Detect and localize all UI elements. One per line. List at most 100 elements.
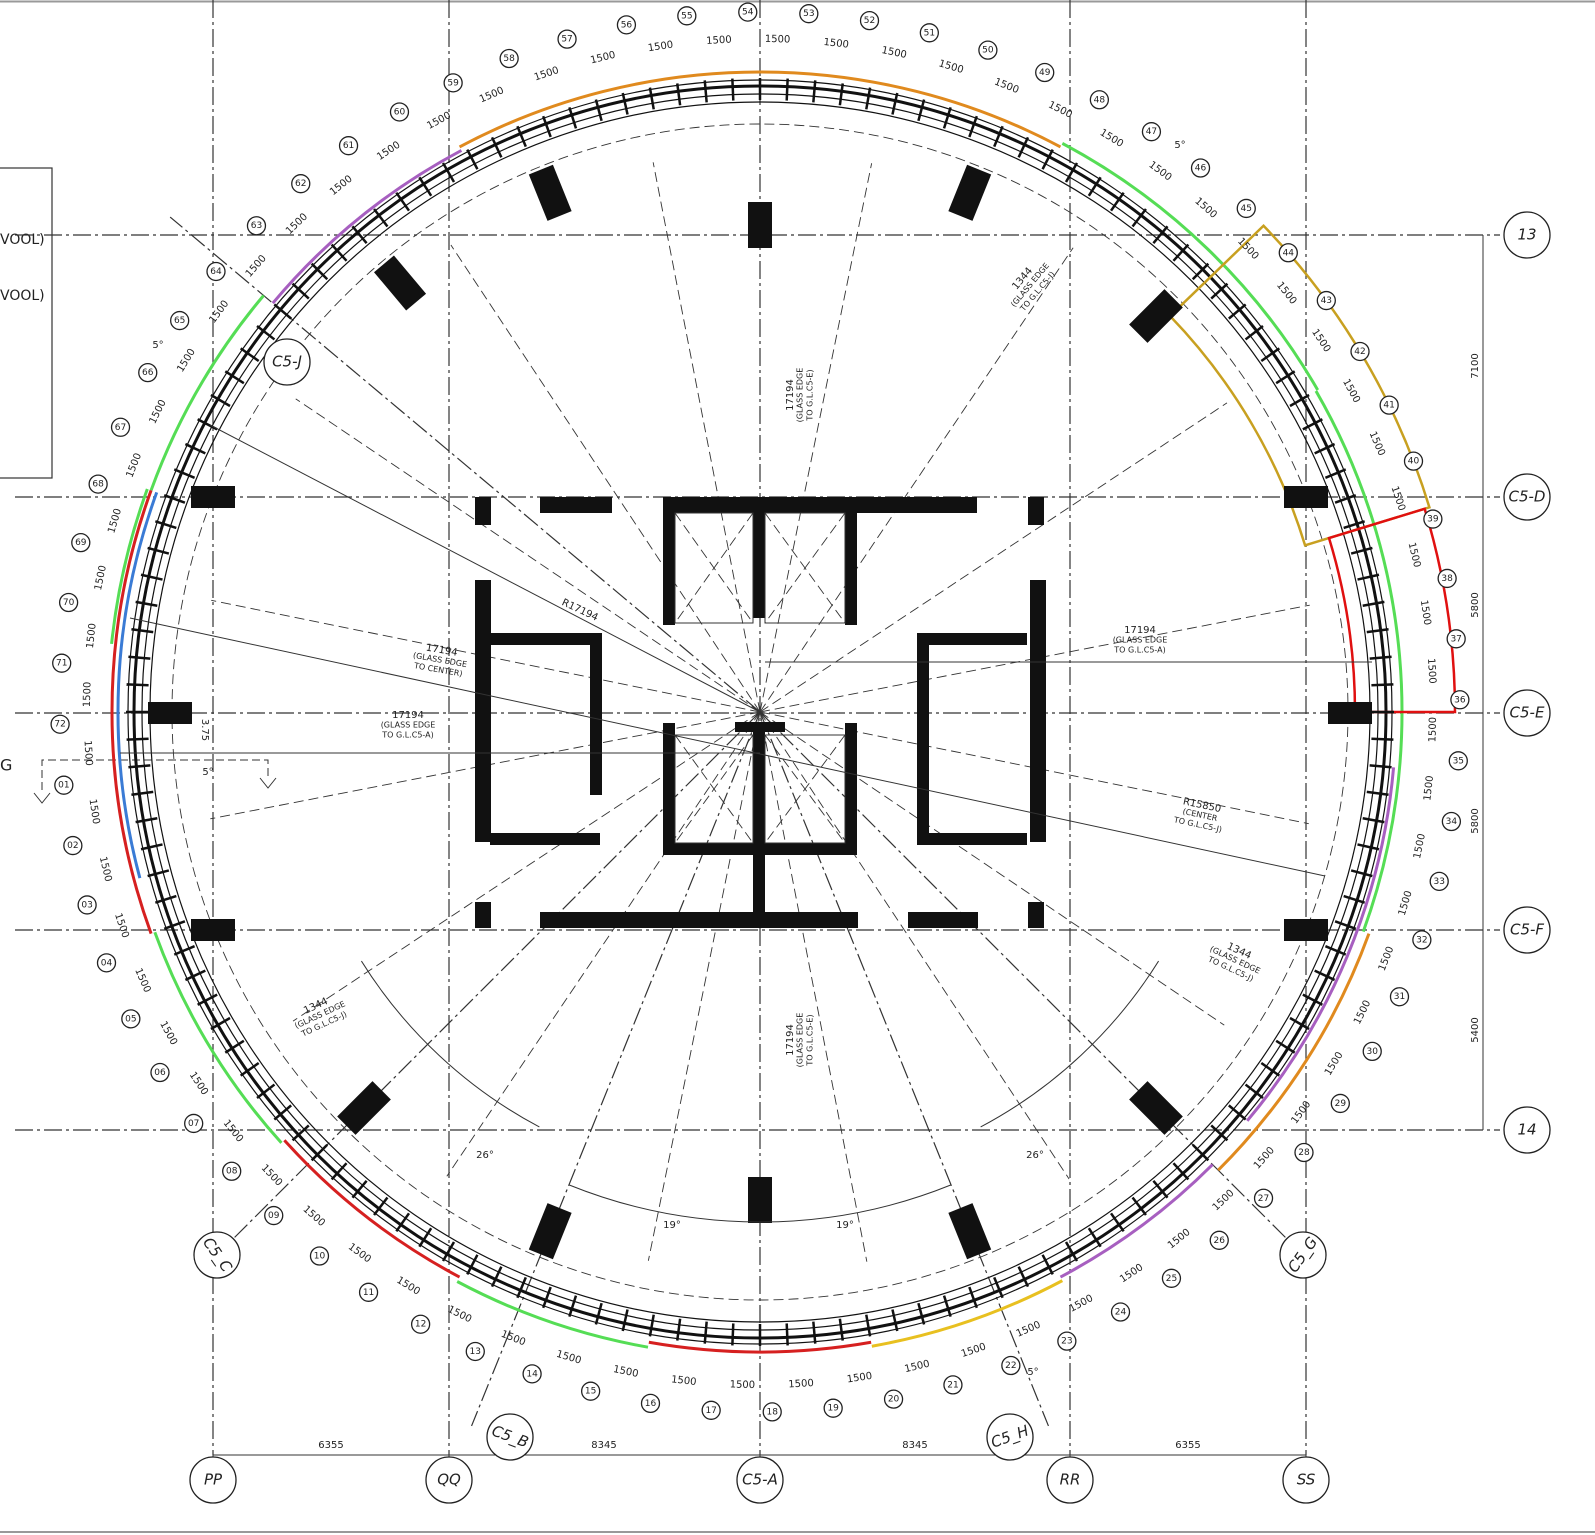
column (748, 202, 772, 248)
column (191, 486, 235, 508)
mullion (1350, 869, 1373, 878)
panel-number: 11 (363, 1288, 374, 1298)
mullion (1064, 162, 1079, 183)
panel-number: 28 (1298, 1148, 1310, 1158)
core-wall (917, 633, 1027, 645)
panel-number: 15 (585, 1387, 596, 1397)
mullion (516, 1276, 527, 1299)
column (948, 164, 992, 221)
mullion (373, 1196, 389, 1216)
panel-width: 1500 (1425, 658, 1438, 684)
mullion (140, 573, 163, 581)
mullion (147, 869, 170, 878)
mullion (993, 125, 1004, 148)
grid-label: C5-F (1510, 921, 1544, 939)
lift-shaft (674, 734, 754, 844)
panel-number: 33 (1433, 877, 1444, 887)
mullion (441, 1241, 456, 1262)
mullion (131, 790, 154, 796)
panel-width: 1500 (706, 34, 732, 47)
column (1284, 919, 1328, 941)
panel-number: 71 (56, 659, 67, 669)
mullion (1152, 1180, 1169, 1199)
panel-number: 42 (1354, 347, 1365, 357)
panel-bubble (71, 533, 91, 553)
panel-width: 1500 (81, 740, 94, 766)
panel-number: 30 (1367, 1047, 1379, 1057)
mullion (256, 1083, 276, 1099)
dimension: 8345 (902, 1440, 927, 1451)
panel-width: 1500 (328, 173, 355, 197)
mullion (291, 282, 310, 300)
grid-label: C5-A (742, 1471, 778, 1489)
lift-shaft (764, 734, 846, 844)
core-wall (665, 497, 977, 513)
mullion (1110, 1212, 1125, 1233)
panel-bubble (63, 835, 83, 856)
panel-width: 1500 (1412, 833, 1428, 860)
column (528, 164, 572, 221)
panel-bubble (1403, 451, 1424, 471)
column (1129, 1081, 1183, 1135)
panel-bubble (96, 953, 117, 973)
mullion (1334, 920, 1357, 931)
panel-number: 31 (1394, 992, 1405, 1002)
annotation: 17194 (1124, 625, 1156, 636)
mullion (197, 993, 218, 1006)
panel-width: 1500 (1098, 127, 1125, 150)
annotation: TO G.L.C5-A) (1113, 646, 1165, 655)
mullion (1343, 520, 1366, 530)
mullion (1275, 1039, 1296, 1054)
mullion (1362, 600, 1385, 607)
panel-number: 49 (1039, 68, 1051, 78)
panel-number: 56 (621, 20, 633, 30)
panel-number: 36 (1454, 695, 1466, 705)
core-wall (540, 912, 858, 928)
mullion (147, 546, 170, 555)
panel-number: 67 (115, 423, 126, 433)
panel-bubble (291, 174, 311, 194)
section-mark: G (0, 756, 12, 775)
core-wall (663, 723, 675, 853)
radial-line (759, 402, 1228, 713)
panel-number: 32 (1416, 935, 1427, 945)
mullion (942, 106, 952, 129)
panel-bubble (640, 1393, 661, 1414)
panel-bubble (522, 1364, 542, 1384)
panel-number: 70 (63, 598, 75, 608)
panel-number: 02 (67, 841, 78, 851)
angle-label: 5° (152, 340, 163, 351)
grid-bubble (1503, 211, 1551, 259)
lift-shaft (764, 512, 846, 624)
panel-number: 07 (188, 1119, 199, 1129)
column (1328, 702, 1372, 724)
panel-width: 1500 (765, 34, 791, 46)
mullion (1369, 764, 1392, 769)
mullion (865, 87, 872, 110)
mullion (968, 115, 979, 138)
grid-label: QQ (437, 1471, 461, 1489)
legend-text: VOOL) (0, 288, 45, 304)
grid-label: C5-E (1510, 704, 1545, 722)
panel-number: 21 (947, 1380, 958, 1390)
lift-cross (764, 512, 846, 624)
panel-number: 38 (1441, 574, 1453, 584)
panel-number: 20 (888, 1395, 900, 1405)
panel-bubble (443, 73, 463, 93)
panel-width: 1500 (788, 1378, 814, 1391)
panel-band (1059, 1163, 1214, 1279)
column (337, 1081, 391, 1135)
lift-cross (674, 512, 754, 624)
mullion (1172, 1162, 1190, 1181)
panel-width: 1500 (937, 58, 965, 76)
grid-bubble (1503, 473, 1551, 521)
grid-bubble (1279, 1231, 1327, 1279)
column (191, 919, 235, 941)
panel-number: 06 (154, 1068, 166, 1078)
panel-width: 1500 (589, 50, 616, 67)
panel-number: 14 (526, 1369, 538, 1379)
mullion (731, 1323, 735, 1346)
grid-bubble (263, 338, 311, 386)
radial-grid-line (759, 711, 1050, 1427)
panel-bubble (762, 1402, 782, 1422)
